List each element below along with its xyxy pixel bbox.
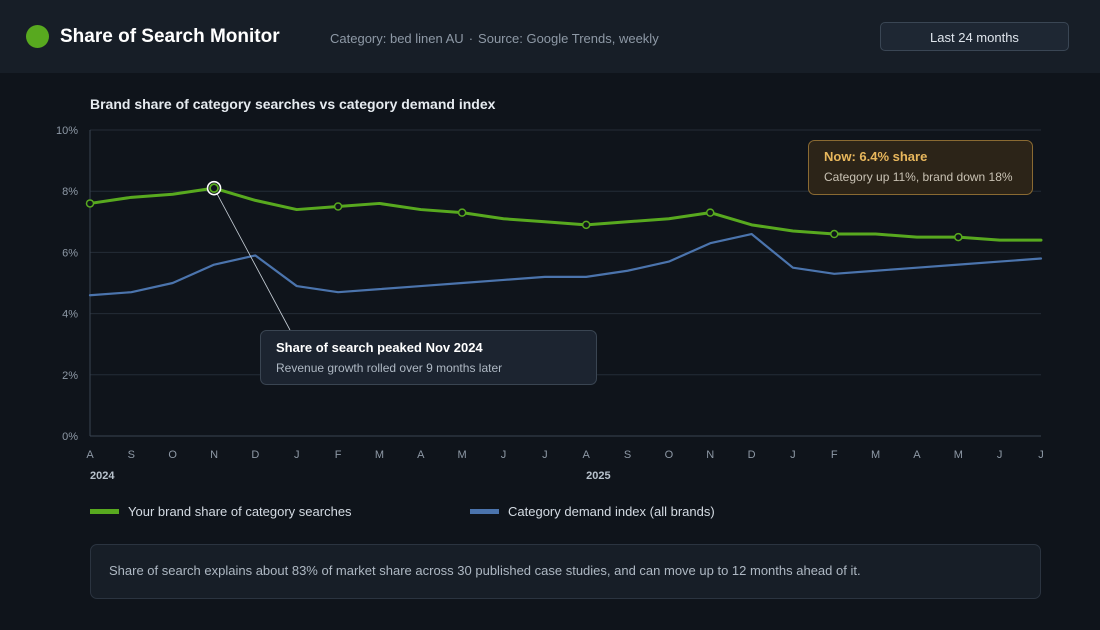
footnote-box: Share of search explains about 83% of ma… (90, 544, 1041, 599)
legend-label-category: Category demand index (all brands) (508, 504, 715, 519)
peak-leader-line (213, 187, 291, 331)
x-tick-label: F (335, 449, 342, 461)
brand-share-line (88, 186, 1043, 242)
x-tick-label: D (251, 449, 259, 461)
x-tick-label: A (417, 449, 425, 461)
data-point-marker (954, 232, 963, 242)
data-point-marker (581, 220, 591, 230)
data-point-marker (457, 208, 467, 217)
x-tick-label: J (542, 449, 548, 461)
x-tick-label: M (954, 449, 963, 461)
header-meta: Category: bed linen AU · Source: Google Tr… (330, 31, 659, 46)
legend-label-brand: Your brand share of category searches (128, 504, 352, 519)
y-tick-label: 8% (62, 186, 78, 198)
year-label: 2024 (90, 470, 115, 482)
date-range-button[interactable]: Last 24 months (880, 22, 1069, 51)
x-tick-label: J (790, 449, 796, 461)
x-tick-label: O (665, 449, 674, 461)
now-callout: Now: 6.4% share Category up 11%, brand do… (808, 140, 1033, 195)
x-tick-label: S (624, 449, 631, 461)
x-tick-label: J (1038, 449, 1044, 461)
app-title: Share of Search Monitor (60, 26, 280, 47)
logo-icon (26, 25, 49, 48)
peak-callout-title: Share of search peaked Nov 2024 (276, 340, 483, 355)
y-tick-label: 2% (62, 370, 78, 382)
data-point-marker (705, 208, 715, 217)
peak-callout-subtitle: Revenue growth rolled over 9 months late… (276, 361, 502, 375)
y-tick-label: 10% (56, 125, 78, 137)
legend-swatch-brand (90, 509, 119, 515)
legend-item-brand-share: Your brand share of category searches (90, 504, 352, 519)
peak-callout: Share of search peaked Nov 2024 Revenue g… (260, 330, 597, 385)
x-tick-label: O (168, 449, 177, 461)
x-tick-label: N (706, 449, 714, 461)
now-callout-title: Now: 6.4% share (824, 149, 927, 164)
y-tick-label: 4% (62, 309, 78, 321)
y-tick-label: 0% (62, 431, 78, 443)
x-tick-label: A (583, 449, 591, 461)
data-point-marker (333, 202, 343, 211)
x-tick-label: D (748, 449, 756, 461)
chart-title: Brand share of category searches vs cate… (90, 96, 496, 112)
x-tick-label: J (997, 449, 1003, 461)
top-bar: Share of Search Monitor Category: bed li… (0, 0, 1100, 73)
meta-separator: · (468, 31, 474, 46)
peak-callout-box (260, 330, 597, 385)
x-tick-label: M (458, 449, 467, 461)
line-chart: 0% 2% 4% 6% 8% 10% A S O N D J F M A M J J A S O N D J F M A M J J 202… (56, 125, 1044, 482)
source-label: Source: Google Trends, weekly (478, 31, 659, 46)
x-tick-label: S (128, 449, 135, 461)
data-point-marker (85, 199, 95, 208)
year-label: 2025 (586, 470, 610, 482)
x-tick-label: M (375, 449, 384, 461)
category-demand-line (88, 232, 1043, 297)
peak-marker (209, 183, 219, 194)
legend-swatch-category (470, 509, 499, 515)
now-callout-subtitle: Category up 11%, brand down 18% (824, 170, 1013, 184)
x-tick-label: J (294, 449, 300, 461)
legend-item-category-demand: Category demand index (all brands) (470, 504, 715, 519)
x-tick-label: A (86, 449, 94, 461)
x-tick-label: N (210, 449, 218, 461)
y-tick-label: 6% (62, 247, 78, 259)
now-callout-box (808, 140, 1033, 195)
x-tick-label: A (913, 449, 921, 461)
data-point-marker (830, 229, 839, 239)
x-tick-label: J (501, 449, 507, 461)
category-label: Category: bed linen AU (330, 31, 464, 46)
x-tick-label: M (871, 449, 880, 461)
x-tick-label: F (831, 449, 838, 461)
